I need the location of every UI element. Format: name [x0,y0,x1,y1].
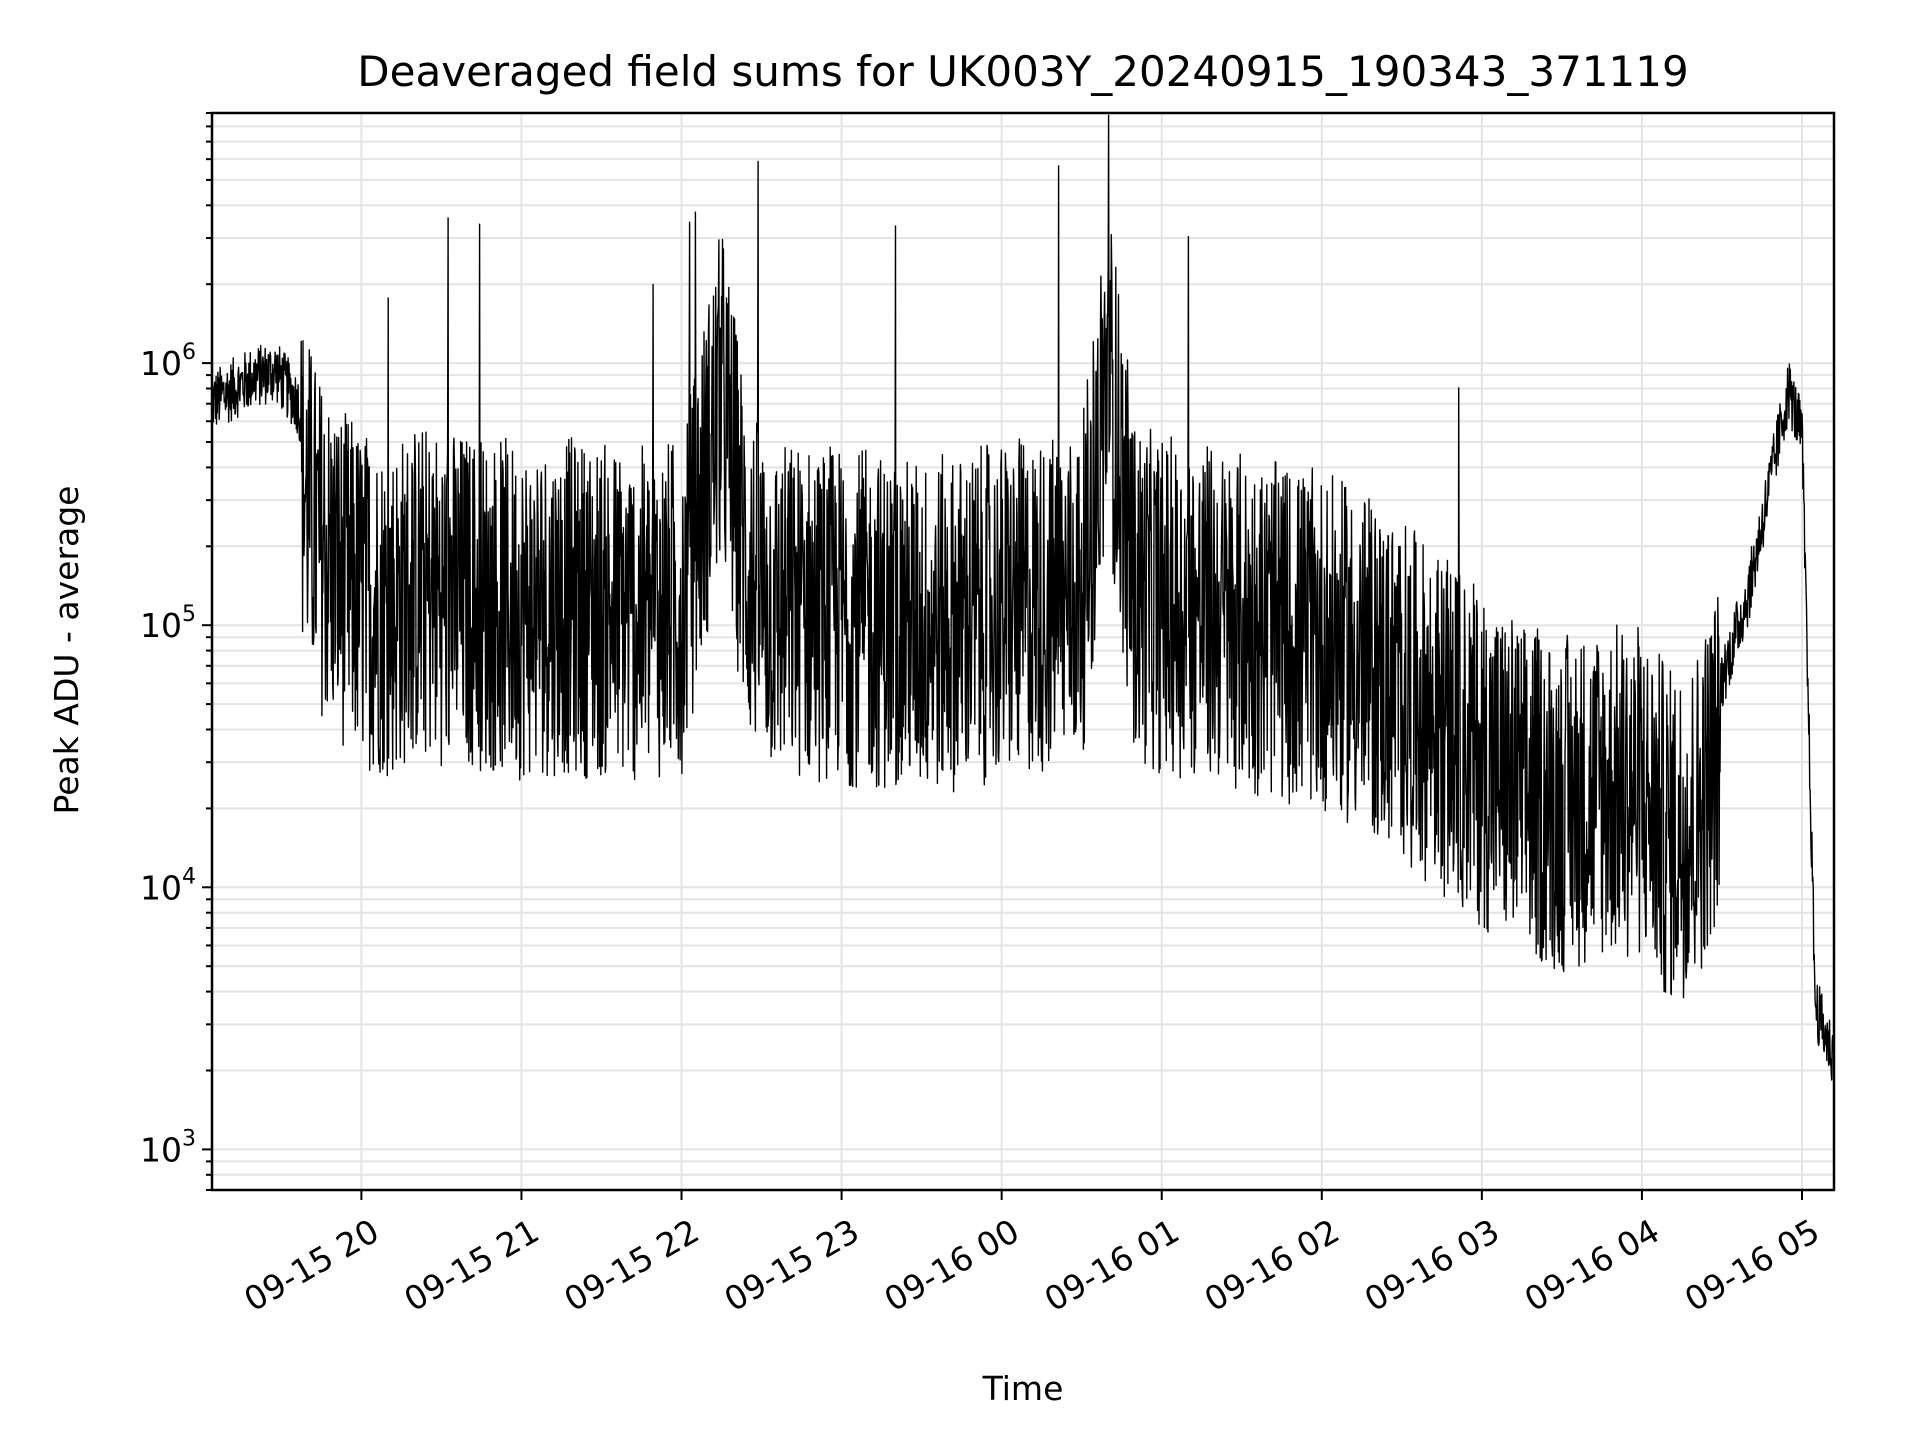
x-tick-label: 09-16 02 [1198,1211,1346,1319]
chart-title: Deaveraged field sums for UK003Y_2024091… [357,47,1688,96]
y-tick-label: 103 [140,1126,196,1169]
y-tick-label: 106 [140,340,196,383]
y-axis: 103 104 105 106 [140,112,212,1191]
y-tick-label: 105 [140,602,196,645]
x-tick-label: 09-15 21 [397,1211,545,1319]
x-tick-label: 09-16 05 [1678,1211,1826,1319]
x-tick-label: 09-16 03 [1358,1211,1506,1319]
x-axis: 09-15 20 09-15 21 09-15 22 09-15 23 09-16 00… [237,1190,1826,1319]
x-axis-label: Time [982,1369,1064,1408]
x-tick-label: 09-16 01 [1038,1211,1186,1319]
x-tick-label: 09-16 04 [1518,1211,1666,1319]
x-tick-label: 09-15 22 [558,1211,706,1319]
series-line [211,114,1835,1081]
y-tick-label: 104 [140,864,196,907]
x-tick-label: 09-16 00 [878,1211,1026,1319]
x-tick-label: 09-15 20 [237,1211,385,1319]
y-axis-label: Peak ADU - average [47,486,86,815]
x-tick-label: 09-15 23 [718,1211,866,1319]
